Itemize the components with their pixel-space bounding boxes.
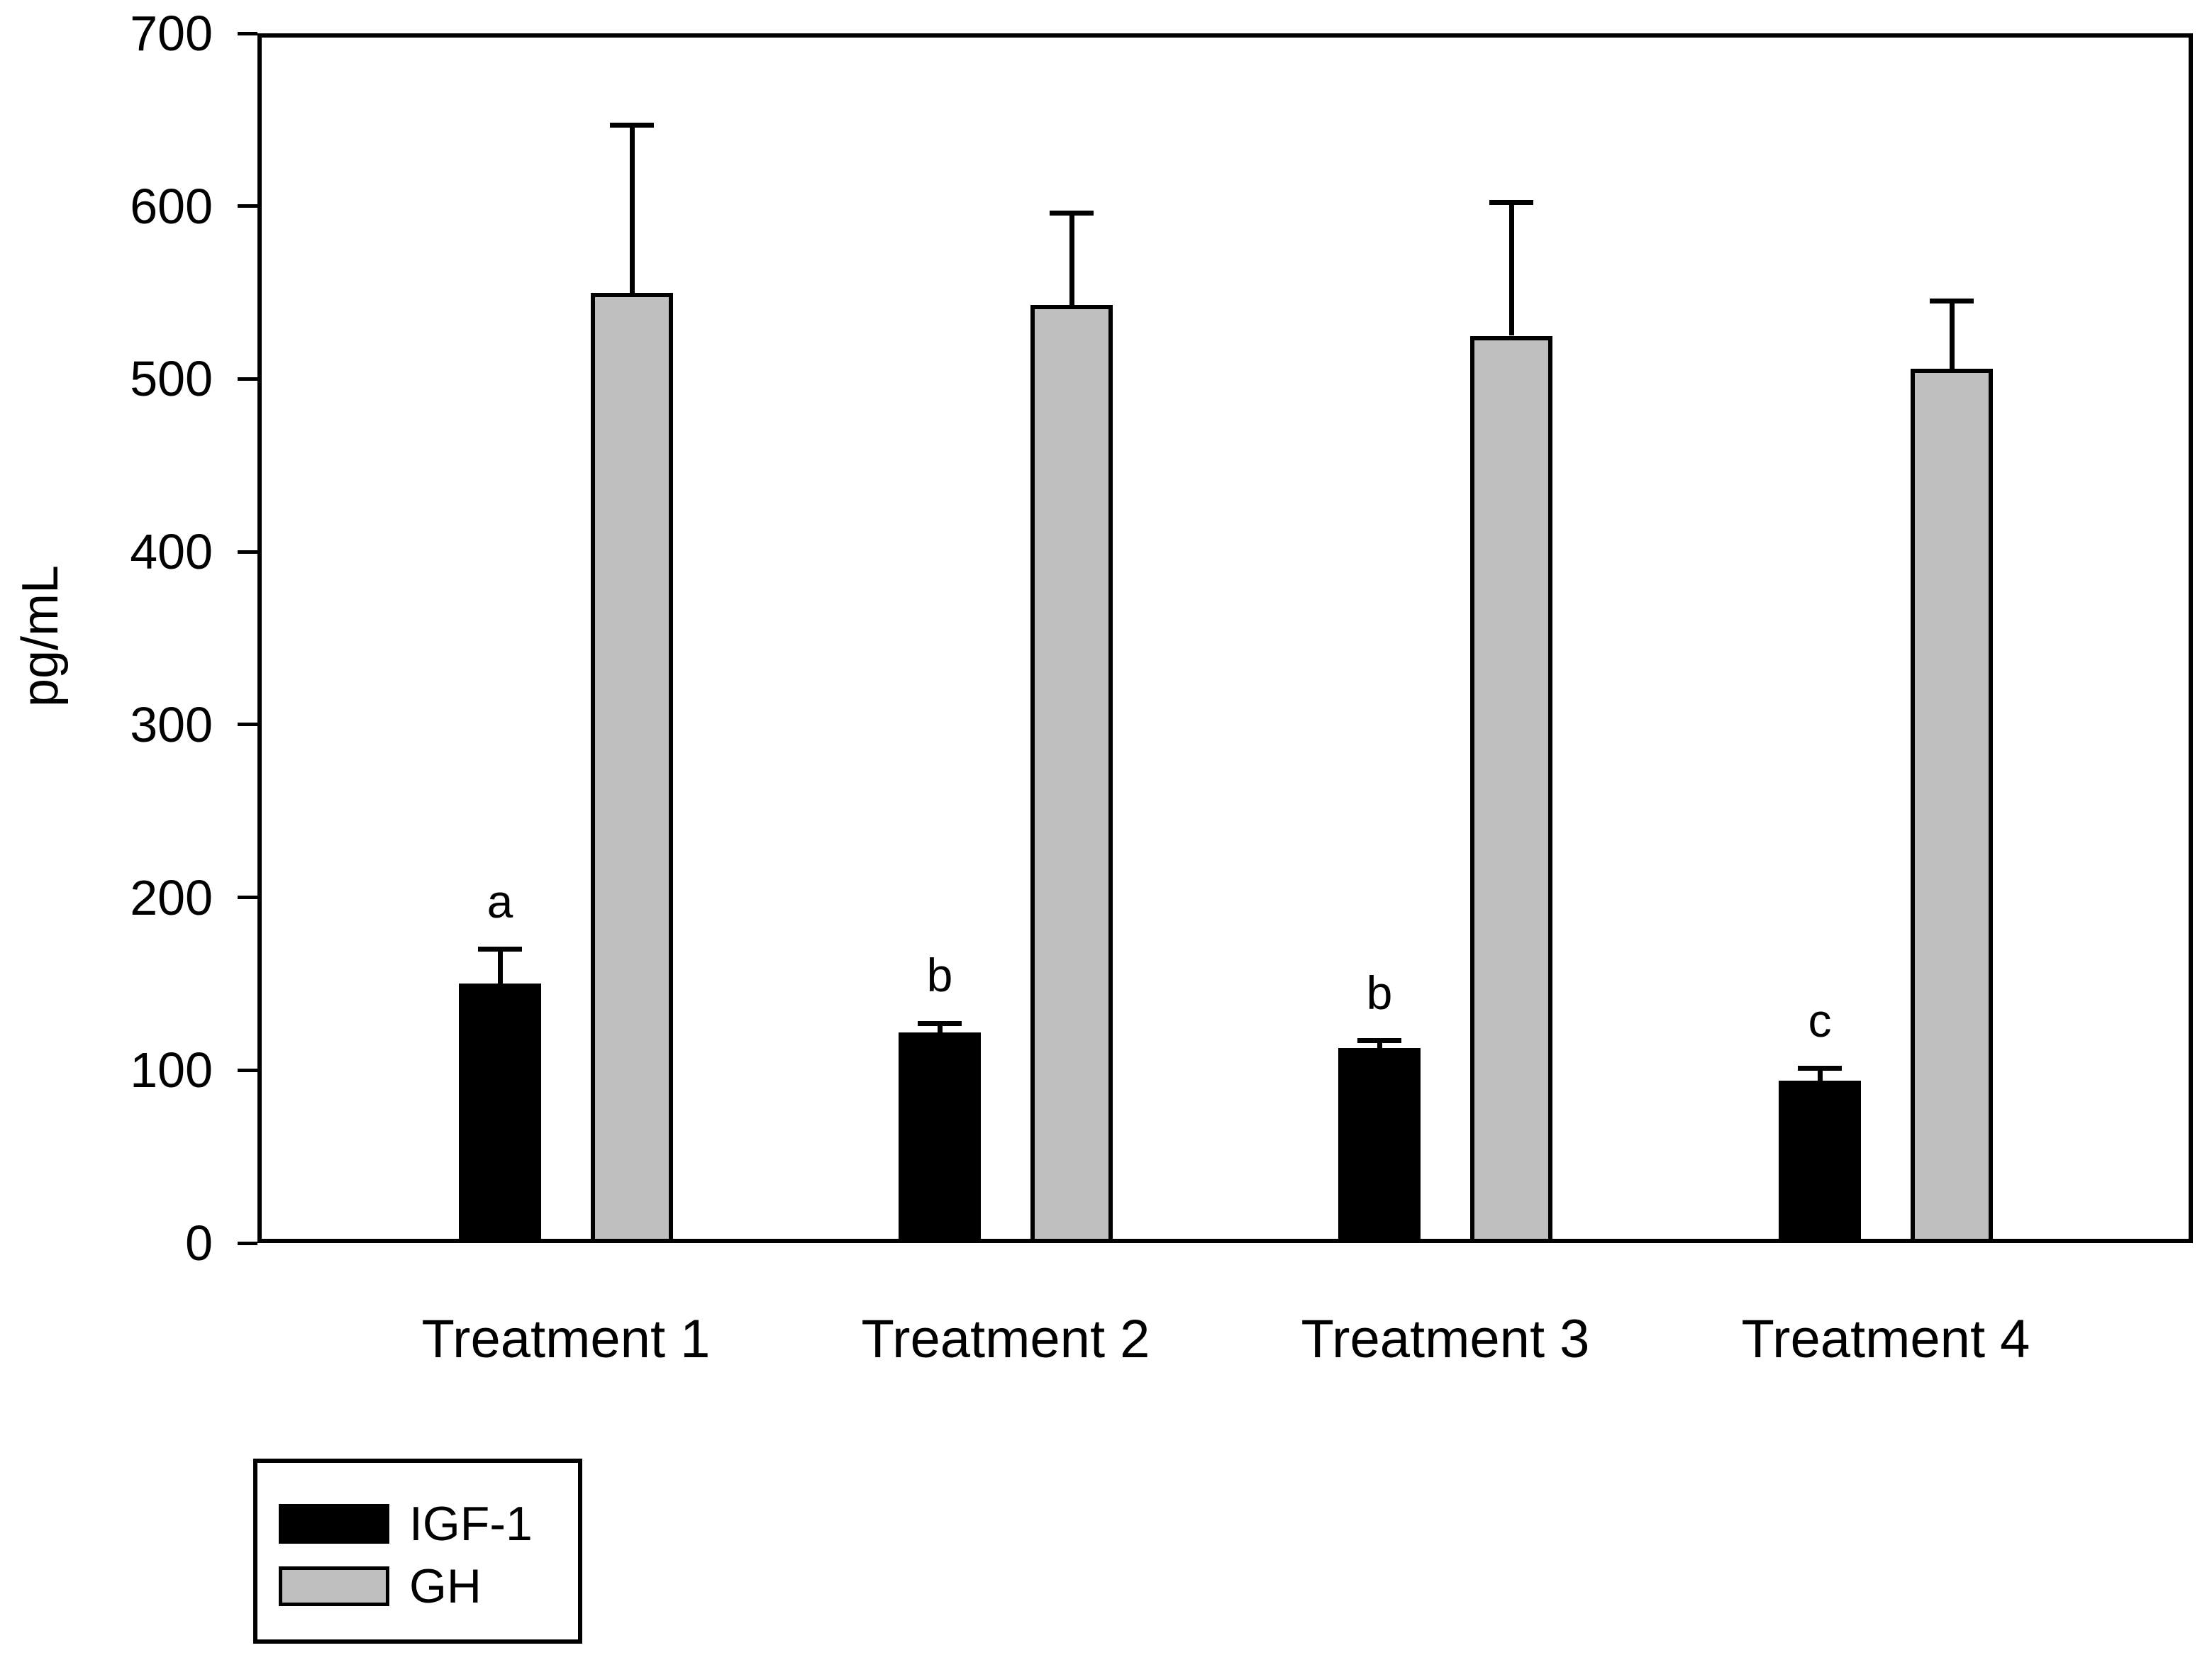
legend-swatch-igf-1 — [279, 1504, 389, 1544]
error-bar-cap — [610, 122, 654, 128]
legend-item: IGF-1 — [279, 1493, 578, 1555]
significance-letter: b — [926, 949, 953, 1002]
error-bar — [497, 949, 503, 984]
y-tick-label: 700 — [130, 6, 213, 61]
legend-label: IGF-1 — [409, 1497, 533, 1551]
y-tick-label: 200 — [130, 869, 213, 925]
y-tick-label: 600 — [130, 178, 213, 234]
plot-area — [257, 33, 2193, 1243]
x-axis-label: Treatment 3 — [1301, 1309, 1590, 1369]
error-bar-cap — [918, 1020, 962, 1026]
significance-letter: a — [487, 874, 513, 928]
error-bar — [629, 125, 635, 293]
error-bar-cap — [1357, 1038, 1401, 1044]
bar-igf-1-4 — [1779, 1080, 1861, 1243]
legend-label: GH — [409, 1559, 482, 1613]
y-tick — [238, 896, 257, 900]
y-tick-label: 400 — [130, 524, 213, 580]
y-tick — [238, 377, 257, 381]
y-tick — [238, 550, 257, 554]
bar-igf-1-3 — [1338, 1047, 1421, 1243]
error-bar — [1817, 1068, 1823, 1081]
error-bar — [1949, 301, 1955, 369]
bar-gh-3 — [1470, 335, 1552, 1243]
bar-igf-1-2 — [899, 1032, 981, 1243]
x-axis-label: Treatment 1 — [421, 1309, 711, 1369]
bar-gh-1 — [591, 292, 673, 1243]
error-bar-cap — [1930, 299, 1974, 304]
y-tick-label: 100 — [130, 1042, 213, 1098]
bar-igf-1-1 — [459, 984, 541, 1243]
y-tick-label: 300 — [130, 696, 213, 752]
error-bar-cap — [478, 947, 522, 952]
error-bar-cap — [1050, 210, 1094, 216]
bar-gh-2 — [1030, 304, 1113, 1243]
y-tick-label: 500 — [130, 351, 213, 407]
x-axis-label: Treatment 4 — [1741, 1309, 2030, 1369]
y-axis-title: pg/mL — [12, 564, 69, 708]
y-tick — [238, 1068, 257, 1072]
x-axis-label: Treatment 2 — [861, 1309, 1150, 1369]
error-bar — [1377, 1040, 1382, 1048]
y-tick — [238, 1241, 257, 1245]
bar-gh-4 — [1911, 368, 1993, 1243]
y-tick-label: 0 — [185, 1215, 213, 1271]
y-tick — [238, 204, 257, 208]
legend: IGF-1 GH — [253, 1459, 582, 1644]
significance-letter: c — [1808, 993, 1832, 1047]
y-tick — [238, 31, 257, 35]
error-bar — [1069, 213, 1074, 305]
error-bar-cap — [1489, 200, 1533, 206]
error-bar — [937, 1023, 943, 1032]
error-bar — [1508, 202, 1514, 336]
legend-item: GH — [279, 1555, 578, 1617]
significance-letter: b — [1366, 966, 1393, 1019]
error-bar-cap — [1798, 1066, 1842, 1071]
legend-swatch-gh — [279, 1566, 389, 1606]
y-tick — [238, 723, 257, 727]
